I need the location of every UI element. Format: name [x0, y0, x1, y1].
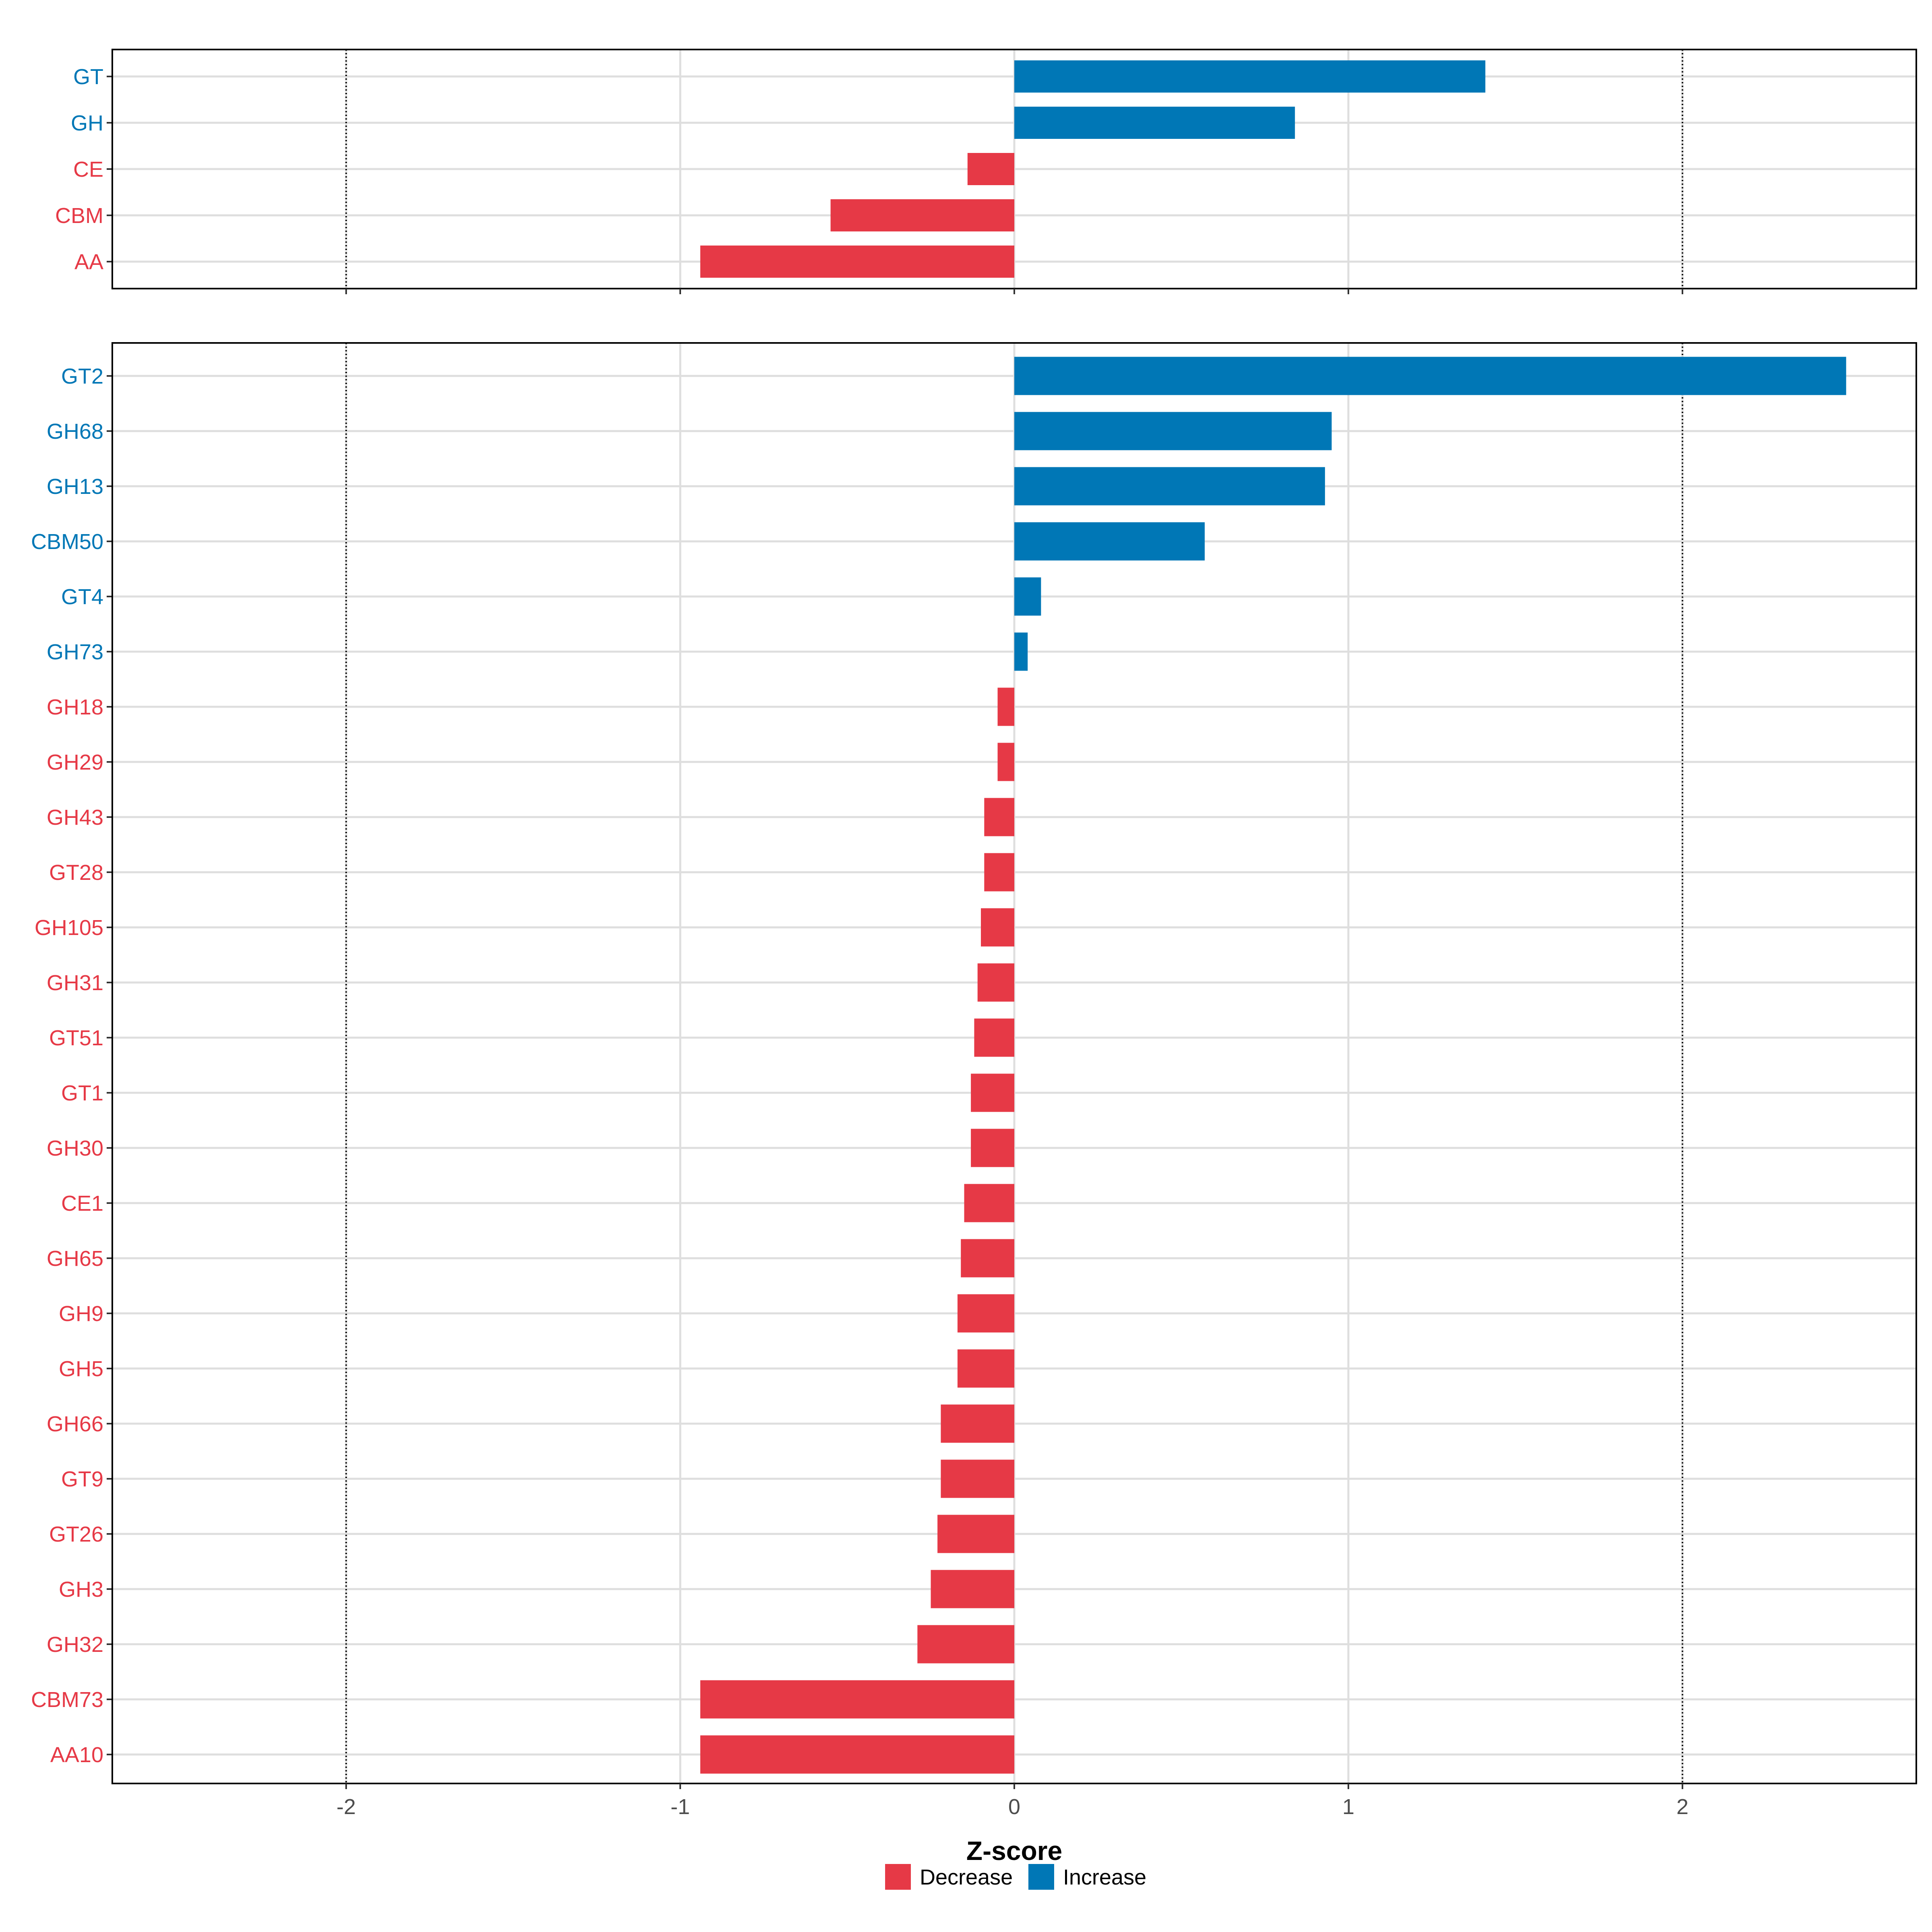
bar-GH13 — [1014, 467, 1325, 506]
category-label-GH: GH — [71, 111, 103, 135]
category-label-CE1: CE1 — [61, 1191, 103, 1216]
x-axis-title: Z-score — [966, 1836, 1062, 1866]
bar-GT26 — [937, 1515, 1014, 1553]
x-tick-label: -2 — [336, 1795, 356, 1819]
category-label-GH18: GH18 — [47, 695, 103, 719]
category-label-GH66: GH66 — [47, 1412, 103, 1436]
legend-label-decrease: Decrease — [920, 1865, 1013, 1889]
category-label-GT: GT — [73, 65, 103, 89]
bar-GH — [1014, 107, 1295, 139]
bar-GH43 — [984, 798, 1014, 836]
category-label-CE: CE — [73, 157, 103, 182]
bar-CE — [967, 153, 1014, 185]
category-label-GT28: GT28 — [49, 861, 103, 885]
x-tick-label: -1 — [671, 1795, 690, 1819]
bar-AA10 — [700, 1735, 1014, 1774]
bar-GH29 — [997, 743, 1014, 781]
category-label-GT1: GT1 — [61, 1081, 103, 1105]
category-label-GH43: GH43 — [47, 805, 103, 830]
bar-GH5 — [957, 1349, 1014, 1388]
category-label-GT26: GT26 — [49, 1522, 103, 1546]
bar-GT1 — [971, 1073, 1014, 1112]
bar-AA — [700, 246, 1014, 278]
bar-GH31 — [977, 963, 1014, 1002]
bar-CBM73 — [700, 1680, 1014, 1719]
bar-CE1 — [964, 1184, 1014, 1222]
category-label-GH29: GH29 — [47, 750, 103, 774]
category-label-GH68: GH68 — [47, 419, 103, 444]
category-label-GH31: GH31 — [47, 971, 103, 995]
category-label-GH13: GH13 — [47, 475, 103, 499]
panel-class: GT GH CE CBM AA — [55, 49, 1917, 294]
bar-CBM — [830, 199, 1014, 231]
bar-GH73 — [1014, 632, 1028, 671]
category-label-CBM73: CBM73 — [31, 1688, 103, 1712]
category-label-GT9: GT9 — [61, 1467, 103, 1491]
legend-label-increase: Increase — [1063, 1865, 1146, 1889]
category-label-CBM: CBM — [55, 204, 103, 228]
category-label-AA10: AA10 — [50, 1743, 103, 1767]
category-label-GT2: GT2 — [61, 364, 103, 388]
bar-GT9 — [941, 1459, 1014, 1498]
category-label-GH65: GH65 — [47, 1247, 103, 1271]
category-label-GH30: GH30 — [47, 1136, 103, 1160]
bar-GH3 — [931, 1570, 1014, 1608]
category-label-GT4: GT4 — [61, 585, 103, 609]
category-label-GH73: GH73 — [47, 640, 103, 664]
bar-GT51 — [974, 1018, 1014, 1057]
category-label-CBM50: CBM50 — [31, 530, 103, 554]
panel-family: GT2 GH68 GH13 CBM50 GT4 GH73 GH18 GH29 GH43 GT28 G… — [31, 342, 1917, 1789]
category-label-AA: AA — [74, 250, 103, 274]
bar-GH105 — [981, 908, 1014, 947]
x-tick-label: 0 — [1008, 1795, 1020, 1819]
bar-GH18 — [997, 687, 1014, 726]
bar-GT — [1014, 60, 1486, 93]
bar-CBM50 — [1014, 522, 1205, 561]
bar-GH32 — [917, 1625, 1014, 1664]
bar-GH9 — [957, 1294, 1014, 1333]
category-label-GH105: GH105 — [35, 916, 103, 940]
category-label-GH5: GH5 — [59, 1357, 103, 1381]
x-tick-label: 2 — [1676, 1795, 1688, 1819]
bar-GT28 — [984, 853, 1014, 892]
category-label-GH9: GH9 — [59, 1302, 103, 1326]
legend-swatch-increase — [1028, 1864, 1054, 1890]
bar-GH65 — [961, 1239, 1014, 1278]
category-label-GH3: GH3 — [59, 1577, 103, 1602]
bar-GT4 — [1014, 577, 1041, 616]
x-tick-label: 1 — [1342, 1795, 1354, 1819]
bar-GT2 — [1014, 357, 1846, 395]
bar-GH68 — [1014, 412, 1332, 450]
category-label-GH32: GH32 — [47, 1633, 103, 1657]
category-label-GT51: GT51 — [49, 1026, 103, 1050]
legend-swatch-decrease — [885, 1864, 911, 1890]
bar-GH66 — [941, 1404, 1014, 1443]
bar-GH30 — [971, 1129, 1014, 1167]
